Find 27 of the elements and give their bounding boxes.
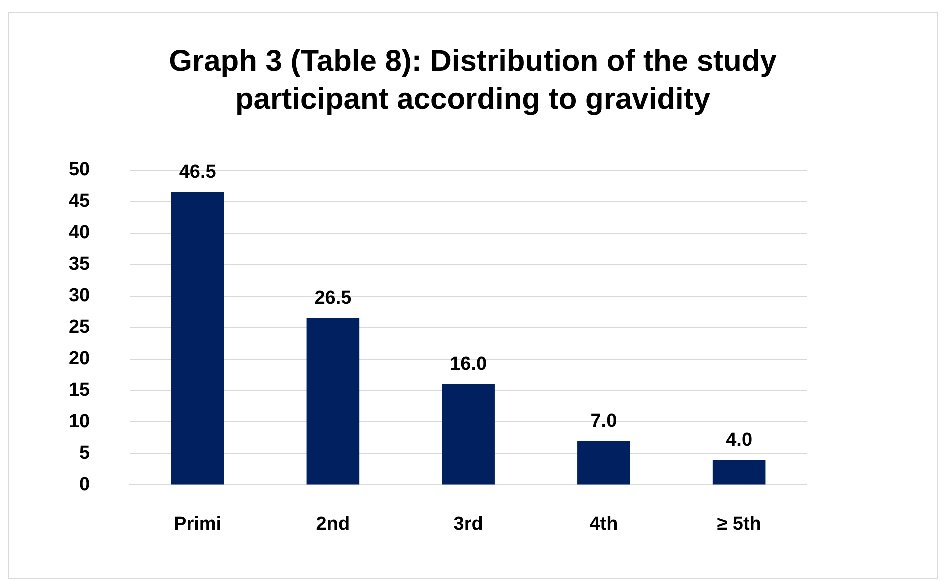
bar (171, 192, 224, 485)
data-label: 26.5 (314, 288, 352, 310)
y-tick-label: 30 (68, 286, 90, 307)
bar (306, 318, 360, 485)
y-tick-label: 45 (68, 191, 91, 212)
y-tick-label: 35 (68, 254, 91, 276)
x-tick-label: Primi (174, 514, 222, 535)
y-tick-label: 0 (80, 474, 90, 496)
y-tick-label: 25 (68, 317, 91, 338)
data-label: 7.0 (590, 410, 618, 432)
chart-title: Graph 3 (Table 8): Distribution of the study participant according to gravidity (168, 44, 778, 118)
y-tick-label: 5 (80, 442, 91, 464)
x-tick-label: 3rd (454, 514, 484, 535)
y-tick-label: 40 (68, 222, 90, 244)
x-tick-label: 2nd (316, 514, 350, 535)
bar (442, 384, 495, 485)
y-tick-label: 20 (68, 348, 90, 370)
y-tick-label: 15 (68, 380, 91, 401)
data-label: 16.0 (450, 354, 488, 376)
y-tick-label: 50 (68, 160, 90, 181)
bar (578, 441, 630, 485)
data-label: 4.0 (726, 430, 753, 451)
data-label: 46.5 (179, 162, 217, 184)
y-tick-label: 10 (68, 411, 90, 432)
x-tick-label: 4th (590, 514, 618, 535)
x-tick-label: ≥ 5th (717, 514, 762, 535)
bar (712, 460, 766, 485)
